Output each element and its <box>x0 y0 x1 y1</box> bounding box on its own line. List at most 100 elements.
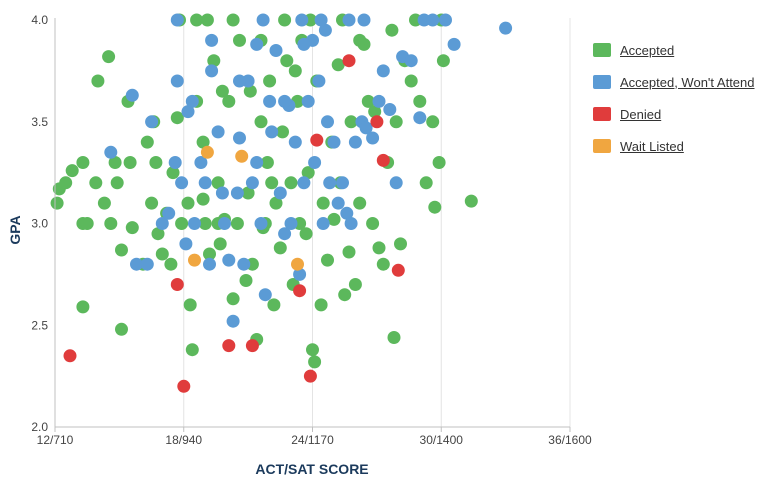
point-accepted-95 <box>413 94 427 108</box>
x-tick-label-1: 18/940 <box>165 433 202 447</box>
point-accepted-24 <box>149 156 163 169</box>
point-accepted-97 <box>426 115 440 129</box>
series-accepted <box>50 13 478 369</box>
point-accepted-won-t-attend-54 <box>366 131 380 145</box>
point-accepted-12 <box>108 156 122 169</box>
point-accepted-won-t-attend-78 <box>439 13 452 27</box>
legend-label-wait-listed: Wait Listed <box>620 138 684 154</box>
point-accepted-won-t-attend-60 <box>404 54 418 68</box>
point-accepted-113 <box>200 13 214 27</box>
point-denied-6 <box>303 369 317 383</box>
point-accepted-43 <box>222 94 236 108</box>
point-accepted-won-t-attend-69 <box>447 37 461 51</box>
point-accepted-25 <box>151 227 165 241</box>
point-accepted-80 <box>348 278 362 291</box>
point-denied-1 <box>170 278 184 291</box>
point-accepted-8 <box>89 176 103 190</box>
point-accepted-won-t-attend-32 <box>273 186 287 200</box>
point-accepted-28 <box>164 257 178 271</box>
point-accepted-won-t-attend-64 <box>318 23 332 37</box>
point-accepted-48 <box>241 186 255 200</box>
point-accepted-won-t-attend-62 <box>205 33 219 47</box>
point-accepted-39 <box>207 54 221 68</box>
point-accepted-77 <box>338 288 352 302</box>
point-accepted-won-t-attend-80 <box>256 13 270 27</box>
point-accepted-99 <box>432 156 446 169</box>
y-tick-label-1: 2.5 <box>31 318 48 332</box>
point-accepted-75 <box>331 58 345 72</box>
point-accepted-46 <box>233 33 246 47</box>
point-accepted-won-t-attend-25 <box>245 176 259 190</box>
point-accepted-won-t-attend-71 <box>215 186 229 200</box>
point-accepted-won-t-attend-9 <box>179 237 193 251</box>
point-accepted-won-t-attend-66 <box>233 74 246 88</box>
point-accepted-86 <box>372 241 386 255</box>
point-accepted-41 <box>213 237 227 251</box>
point-denied-0 <box>63 349 77 363</box>
point-accepted-won-t-attend-55 <box>372 94 386 108</box>
legend-label-accepted: Accepted <box>620 42 675 58</box>
point-accepted-106 <box>215 84 229 98</box>
series-denied <box>63 54 405 393</box>
point-wait-listed-2 <box>235 149 249 163</box>
point-denied-2 <box>177 379 191 393</box>
point-accepted-won-t-attend-74 <box>314 13 328 27</box>
point-accepted-31 <box>175 217 189 230</box>
point-accepted-won-t-attend-70 <box>297 37 311 51</box>
point-accepted-84 <box>366 217 380 230</box>
point-accepted-won-t-attend-2 <box>130 257 143 271</box>
y-tick-label-4: 4.0 <box>31 13 48 27</box>
point-accepted-32 <box>181 196 195 210</box>
series-wait-listed <box>188 145 304 271</box>
y-tick-label-0: 2.0 <box>31 420 48 434</box>
point-accepted-37 <box>198 217 212 230</box>
point-accepted-won-t-attend-1 <box>125 88 139 102</box>
point-accepted-103 <box>353 33 367 47</box>
point-accepted-30 <box>170 111 184 125</box>
point-accepted-40 <box>211 176 225 190</box>
point-accepted-won-t-attend-16 <box>205 64 219 78</box>
point-accepted-won-t-attend-63 <box>250 37 264 51</box>
point-accepted-34 <box>185 343 199 357</box>
point-accepted-won-t-attend-42 <box>312 74 326 88</box>
point-accepted-won-t-attend-5 <box>155 217 169 230</box>
point-accepted-96 <box>419 176 433 190</box>
point-accepted-57 <box>273 241 287 255</box>
point-denied-11 <box>342 54 356 68</box>
legend-item-accepted-wont-attend[interactable]: Accepted, Won't Attend <box>593 66 768 98</box>
x-tick-label-3: 30/1400 <box>420 433 464 447</box>
point-accepted-won-t-attend-50 <box>344 217 358 230</box>
point-denied-4 <box>245 339 259 353</box>
point-accepted-won-t-attend-48 <box>336 176 349 190</box>
legend-item-accepted[interactable]: Accepted <box>593 34 768 66</box>
legend-item-denied[interactable]: Denied <box>593 98 768 130</box>
point-accepted-101 <box>436 54 450 68</box>
point-accepted-won-t-attend-23 <box>237 257 251 271</box>
legend-label-denied: Denied <box>620 106 662 122</box>
point-accepted-70 <box>314 298 328 312</box>
point-accepted-119 <box>265 176 279 190</box>
point-accepted-98 <box>428 200 442 214</box>
point-accepted-won-t-attend-26 <box>250 156 264 169</box>
legend-label-accepted-wont-attend: Accepted, Won't Attend <box>620 74 755 90</box>
legend-item-wait-listed[interactable]: Wait Listed <box>593 130 768 162</box>
point-accepted-won-t-attend-0 <box>104 145 118 159</box>
point-accepted-22 <box>145 196 159 210</box>
point-accepted-won-t-attend-37 <box>293 267 307 281</box>
point-accepted-6 <box>80 217 94 230</box>
point-accepted-79 <box>344 115 358 129</box>
point-accepted-won-t-attend-41 <box>308 156 322 169</box>
point-accepted-33 <box>183 298 197 312</box>
point-accepted-65 <box>299 227 313 241</box>
point-accepted-116 <box>196 192 210 206</box>
point-accepted-108 <box>226 13 240 27</box>
point-accepted-won-t-attend-57 <box>383 103 397 116</box>
point-accepted-won-t-attend-47 <box>331 196 345 210</box>
point-accepted-81 <box>353 196 367 210</box>
point-accepted-11 <box>102 50 116 64</box>
point-denied-8 <box>370 115 384 129</box>
point-accepted-36 <box>196 135 210 149</box>
point-accepted-won-t-attend-6 <box>162 206 176 220</box>
point-accepted-14 <box>110 176 124 190</box>
